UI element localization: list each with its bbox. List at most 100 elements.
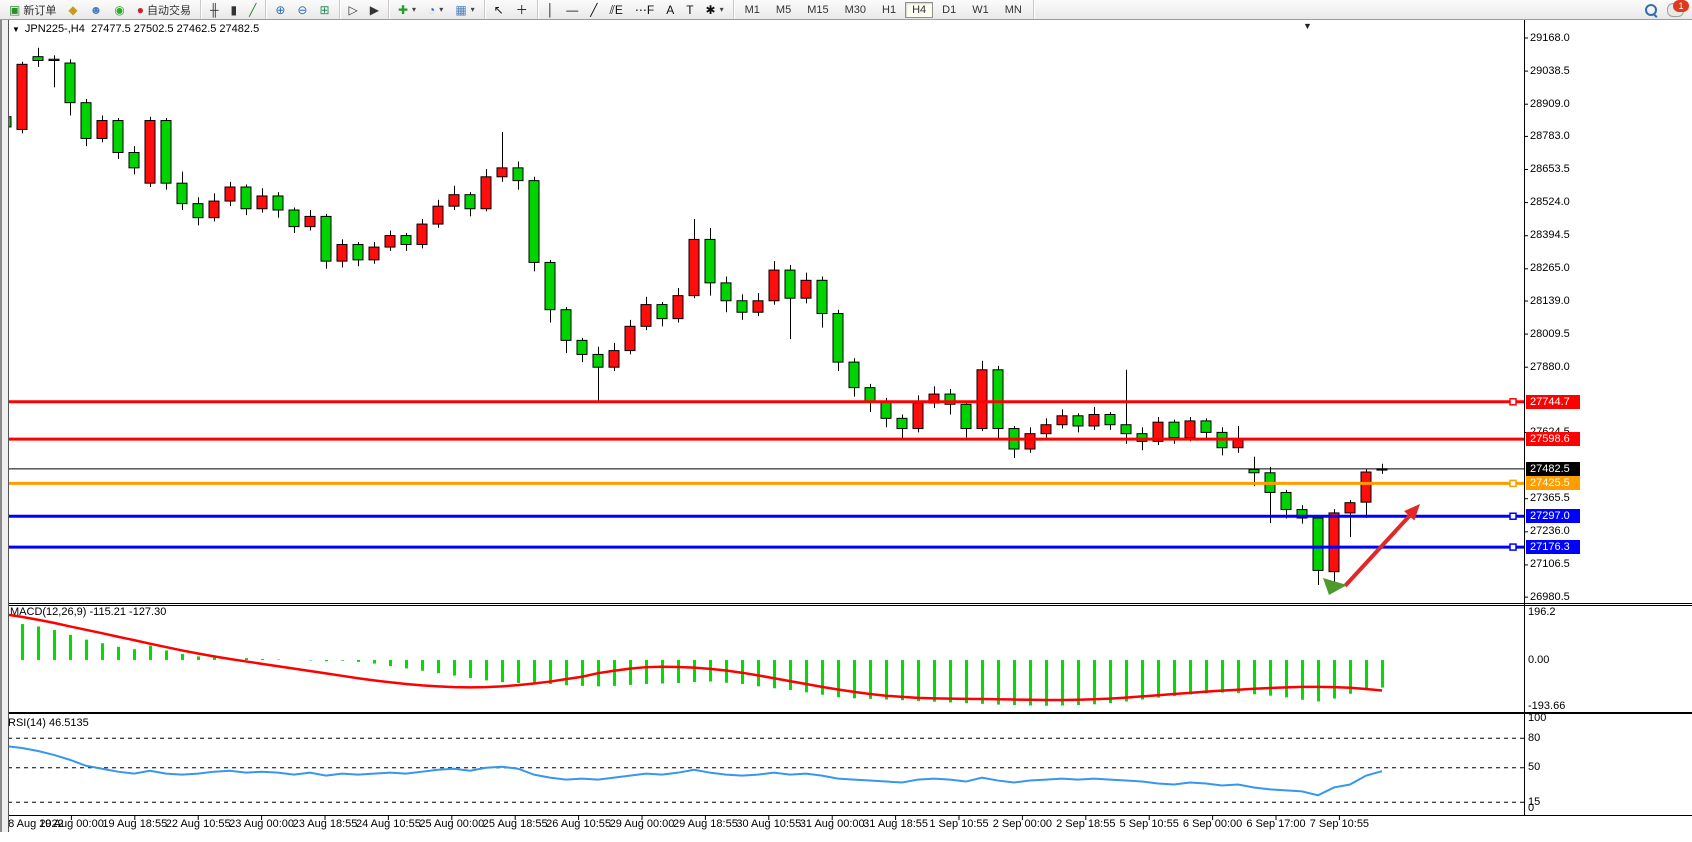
price-axis-tick: 27236.0 — [1530, 525, 1570, 538]
hline-icon: — — [566, 2, 579, 17]
trendline-button[interactable]: ╱ — [585, 2, 602, 18]
toolbar-group: ✚ ▾ ◔ ▾ ▦ ▾ — [389, 0, 485, 19]
timeframe-m30[interactable]: M30 — [844, 3, 866, 16]
chat-icon[interactable]: 1 — [1667, 0, 1689, 17]
text-button[interactable]: A — [661, 2, 679, 18]
signals-button[interactable]: ◉ — [109, 2, 129, 18]
price-axis-tick: 27365.5 — [1530, 492, 1570, 505]
bar-chart-button[interactable]: ╫ — [205, 2, 224, 18]
channel-button[interactable]: ⫽E — [604, 2, 627, 18]
price-axis-tick: 28139.0 — [1530, 294, 1570, 307]
zoom-out-icon: ⊖ — [297, 2, 308, 17]
cursor-icon: ↖ — [493, 2, 504, 17]
hline-button[interactable]: — — [561, 2, 583, 18]
trendline-icon: ╱ — [590, 2, 598, 17]
text-icon: A — [666, 2, 675, 17]
crosshair-button[interactable]: ＋ — [511, 2, 533, 18]
timeframe-m5[interactable]: M5 — [775, 3, 792, 16]
chevron-down-icon[interactable]: ▾ — [412, 5, 417, 14]
chart-shift-marker[interactable]: ▼ — [1303, 21, 1312, 31]
price-axis-tick: 29168.0 — [1530, 31, 1570, 44]
auto-scroll-button[interactable]: ▶ — [365, 2, 384, 18]
indicators-button[interactable]: ✚ ▾ — [393, 2, 421, 18]
fibonacci-button[interactable]: ⋯F — [630, 2, 659, 18]
timeframe-group: M1 M5 M15 M30 H1 H4 D1 W1 MN — [734, 0, 1034, 19]
time-axis-label: 6 Sep 17:00 — [1246, 818, 1306, 830]
market-watch-icon: ☻ — [89, 2, 103, 17]
rsi-axis-tick: 50 — [1528, 761, 1541, 774]
chart-title: ▼ JPN225-,H4 27477.5 27502.5 27462.5 2748… — [12, 23, 259, 35]
channel-icon: ⫽E — [609, 2, 623, 17]
styler-button[interactable]: ◆ — [63, 2, 82, 18]
templates-button[interactable]: ▦ ▾ — [450, 2, 479, 18]
timeframe-mn[interactable]: MN — [1004, 3, 1022, 16]
timeframe-h1[interactable]: H1 — [882, 3, 897, 16]
crosshair-icon: ＋ — [515, 2, 528, 17]
time-axis-label: 7 Sep 10:55 — [1309, 818, 1370, 830]
styler-icon: ◆ — [68, 2, 78, 17]
chevron-down-icon[interactable]: ▾ — [719, 5, 724, 14]
candlestick-button[interactable]: ▮ — [225, 2, 242, 18]
market-watch-button[interactable]: ☻ — [85, 2, 108, 18]
autotrade-button[interactable]: ● 自动交易 — [132, 0, 196, 20]
arrows-button[interactable]: ✱ ▾ — [701, 2, 729, 18]
price-axis-tick: 28394.5 — [1530, 229, 1570, 242]
zoom-out-button[interactable]: ⊖ — [292, 2, 312, 18]
chart-area[interactable] — [0, 20, 1692, 842]
text-label-button[interactable]: T — [681, 2, 698, 18]
time-axis-label: 1 Sep 10:55 — [929, 818, 989, 830]
timeframe-m15[interactable]: M15 — [807, 3, 829, 16]
signals-icon: ◉ — [114, 2, 125, 17]
cursor-button[interactable]: ↖ — [489, 2, 509, 18]
toolbar-group: ▷ ▶ — [340, 0, 389, 19]
new-order-icon: ▣ — [9, 2, 21, 17]
autotrade-icon: ● — [136, 2, 144, 17]
line-chart-button[interactable]: ╱ — [244, 2, 261, 18]
zoom-in-button[interactable]: ⊕ — [270, 2, 290, 18]
time-axis-label: 31 Aug 18:55 — [863, 818, 929, 830]
chart-shift-button[interactable]: ▷ — [344, 2, 363, 18]
new-order-button[interactable]: ▣ 新订单 — [4, 0, 61, 20]
window-left-edge — [0, 20, 9, 832]
time-axis-label: 31 Aug 00:00 — [799, 818, 865, 830]
chart-ohlc-values: 27477.5 27502.5 27462.5 27482.5 — [90, 23, 260, 35]
macd-indicator-label: MACD(12,26,9) -115.21 -127.30 — [10, 606, 167, 618]
rsi-axis-tick: 80 — [1528, 731, 1541, 744]
time-axis-label: 2 Sep 00:00 — [992, 818, 1053, 830]
indicators-icon: ✚ — [397, 2, 409, 17]
periods-button[interactable]: ◔ ▾ — [423, 2, 448, 18]
chevron-down-icon[interactable]: ▾ — [470, 5, 475, 14]
toolbar-group: │ — ╱ ⫽E ⋯F A T ✱ ▾ — [538, 0, 734, 19]
vline-button[interactable]: │ — [542, 2, 560, 18]
timeframe-d1[interactable]: D1 — [942, 3, 957, 16]
arrows-icon: ✱ — [705, 2, 716, 17]
toolbar-group: ⊕ ⊖ ⊞ — [266, 0, 340, 19]
rsi-axis-tick: 0 — [1528, 801, 1535, 814]
auto-scroll-icon: ▶ — [369, 2, 379, 17]
search-icon[interactable] — [1645, 3, 1658, 18]
price-axis-tick: 28909.0 — [1530, 97, 1570, 110]
time-axis-label: 19 Aug 00:00 — [38, 818, 104, 830]
time-axis-label: 29 Aug 00:00 — [609, 818, 675, 830]
time-axis-label: 2 Sep 18:55 — [1056, 818, 1116, 830]
tile-windows-button[interactable]: ⊞ — [314, 2, 334, 18]
price-axis-tick: 28524.0 — [1530, 196, 1570, 209]
timeframe-h4[interactable]: H4 — [905, 1, 934, 18]
toolbar-group: ▣ 新订单 ◆ ☻ ◉ ● 自动交易 — [0, 0, 201, 19]
fibonacci-icon: ⋯F — [634, 2, 655, 17]
price-axis-tick: 26980.5 — [1530, 590, 1570, 603]
macd-axis-tick: 0.00 — [1528, 653, 1550, 666]
price-axis-tick: 27880.0 — [1530, 360, 1570, 373]
toolbar: ▣ 新订单 ◆ ☻ ◉ ● 自动交易 ╫ ▮ ╱ ⊕ ⊖ ⊞ ▷ ▶ ✚ ▾ ◔ ▾ ▦ ▾ ↖ ＋ │ — ╱ ⫽E ⋯F A T ✱ ▾ M… — [0, 0, 1692, 20]
timeframe-m1[interactable]: M1 — [744, 3, 760, 16]
templates-icon: ▦ — [455, 2, 467, 17]
price-axis-tick: 28783.0 — [1530, 129, 1570, 142]
time-axis-label: 23 Aug 00:00 — [229, 818, 295, 830]
chart-symbol: JPN225-,H4 — [24, 23, 85, 35]
chevron-down-icon[interactable]: ▾ — [439, 5, 444, 14]
bar-chart-icon: ╫ — [209, 2, 219, 17]
timeframe-w1[interactable]: W1 — [972, 3, 989, 16]
symbol-dropdown-icon[interactable]: ▼ — [12, 25, 20, 34]
price-axis-tick: 29038.5 — [1530, 64, 1570, 77]
line-chart-icon: ╱ — [249, 2, 257, 17]
